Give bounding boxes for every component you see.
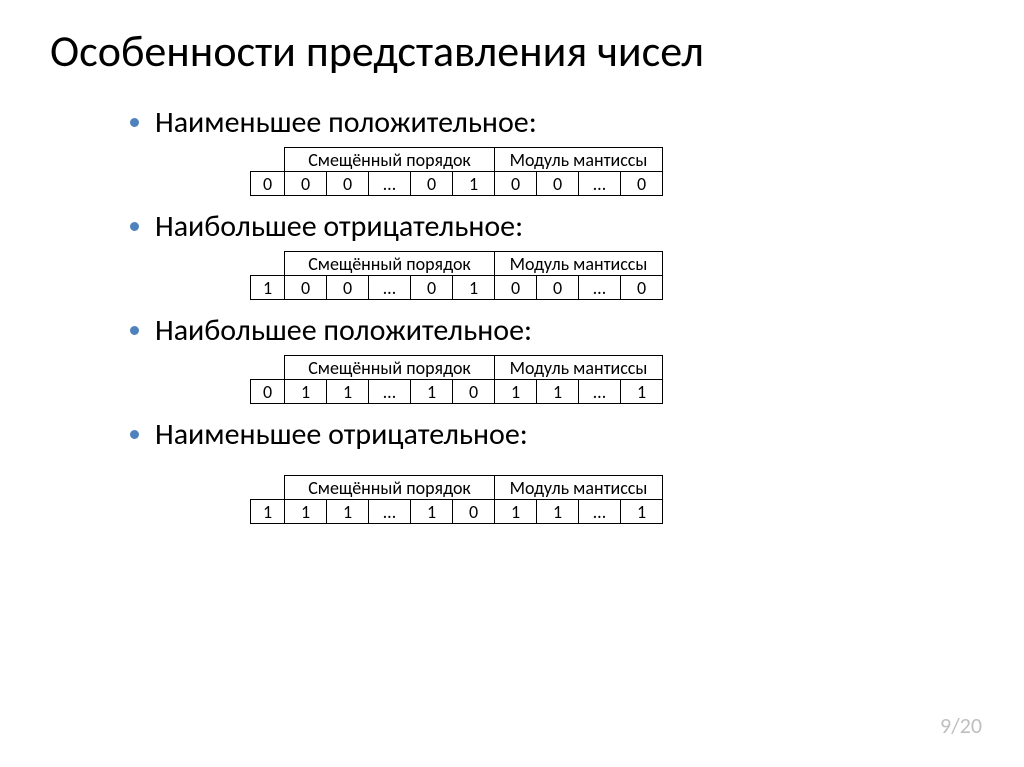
empty-cell [251,148,285,172]
table-row: 0 1 1 … 1 0 1 1 … 1 [251,380,663,404]
exp-bit: 1 [285,500,327,524]
header-exponent: Смещённый порядок [285,476,495,500]
fp-table: Смещённый порядок Модуль мантиссы 1 1 1 … [250,475,663,524]
fp-table-wrap: Смещённый порядок Модуль мантиссы 0 1 1 … [250,355,974,404]
exp-bit: 1 [327,500,369,524]
page-title: Особенности представления чисел [50,24,974,78]
exp-bit: 1 [411,500,453,524]
header-mantissa: Модуль мантиссы [495,476,663,500]
table-header-row: Смещённый порядок Модуль мантиссы [251,148,663,172]
sign-bit: 1 [251,276,285,300]
table-row: 0 0 0 … 0 1 0 0 … 0 [251,172,663,196]
header-exponent: Смещённый порядок [285,148,495,172]
exp-bit: … [369,276,411,300]
fp-table-wrap: Смещённый порядок Модуль мантиссы 1 1 1 … [250,475,974,524]
bullet-label: Наибольшее положительное: [155,312,532,349]
mant-bit: 1 [537,380,579,404]
exp-bit: 0 [411,172,453,196]
slide: Особенности представления чисел Наименьш… [0,0,1024,767]
mant-bit: 1 [621,500,663,524]
header-mantissa: Модуль мантиссы [495,148,663,172]
mant-bit: 1 [621,380,663,404]
bullet-label: Наименьшее положительное: [155,104,537,141]
mant-bit: … [579,380,621,404]
content-area: Наименьшее положительное: Смещённый поря… [130,104,974,524]
fp-table-wrap: Смещённый порядок Модуль мантиссы 1 0 0 … [250,251,974,300]
header-exponent: Смещённый порядок [285,252,495,276]
bullet-label: Наименьшее отрицательное: [155,416,528,453]
exp-bit: 1 [453,276,495,300]
table-header-row: Смещённый порядок Модуль мантиссы [251,252,663,276]
mant-bit: 0 [621,276,663,300]
sign-bit: 0 [251,380,285,404]
fp-table: Смещённый порядок Модуль мантиссы 0 0 0 … [250,147,663,196]
header-mantissa: Модуль мантиссы [495,356,663,380]
exp-bit: … [369,172,411,196]
exp-bit: … [369,500,411,524]
exp-bit: … [369,380,411,404]
mant-bit: 1 [537,500,579,524]
sign-bit: 1 [251,500,285,524]
exp-bit: 0 [285,276,327,300]
header-exponent: Смещённый порядок [285,356,495,380]
mant-bit: 0 [495,172,537,196]
empty-cell [251,476,285,500]
exp-bit: 0 [285,172,327,196]
bullet-icon [130,222,139,231]
bullet-label: Наибольшее отрицательное: [155,208,523,245]
bullet-item: Наименьшее отрицательное: [130,416,974,453]
mant-bit: 0 [537,172,579,196]
exp-bit: 0 [453,380,495,404]
bullet-icon [130,118,139,127]
bullet-item: Наибольшее положительное: [130,312,974,349]
mant-bit: … [579,172,621,196]
exp-bit: 0 [327,172,369,196]
empty-cell [251,252,285,276]
sign-bit: 0 [251,172,285,196]
exp-bit: 0 [327,276,369,300]
exp-bit: 0 [453,500,495,524]
mant-bit: 1 [495,380,537,404]
exp-bit: 0 [411,276,453,300]
table-header-row: Смещённый порядок Модуль мантиссы [251,356,663,380]
bullet-item: Наибольшее отрицательное: [130,208,974,245]
table-row: 1 1 1 … 1 0 1 1 … 1 [251,500,663,524]
header-mantissa: Модуль мантиссы [495,252,663,276]
mant-bit: 1 [495,500,537,524]
mant-bit: 0 [537,276,579,300]
exp-bit: 1 [285,380,327,404]
bullet-icon [130,326,139,335]
exp-bit: 1 [453,172,495,196]
bullet-icon [130,430,139,439]
exp-bit: 1 [411,380,453,404]
fp-table-wrap: Смещённый порядок Модуль мантиссы 0 0 0 … [250,147,974,196]
mant-bit: 0 [621,172,663,196]
empty-cell [251,356,285,380]
table-header-row: Смещённый порядок Модуль мантиссы [251,476,663,500]
mant-bit: … [579,276,621,300]
table-row: 1 0 0 … 0 1 0 0 … 0 [251,276,663,300]
fp-table: Смещённый порядок Модуль мантиссы 1 0 0 … [250,251,663,300]
exp-bit: 1 [327,380,369,404]
fp-table: Смещённый порядок Модуль мантиссы 0 1 1 … [250,355,663,404]
mant-bit: 0 [495,276,537,300]
mant-bit: … [579,500,621,524]
page-number: 9/20 [940,712,982,739]
bullet-item: Наименьшее положительное: [130,104,974,141]
